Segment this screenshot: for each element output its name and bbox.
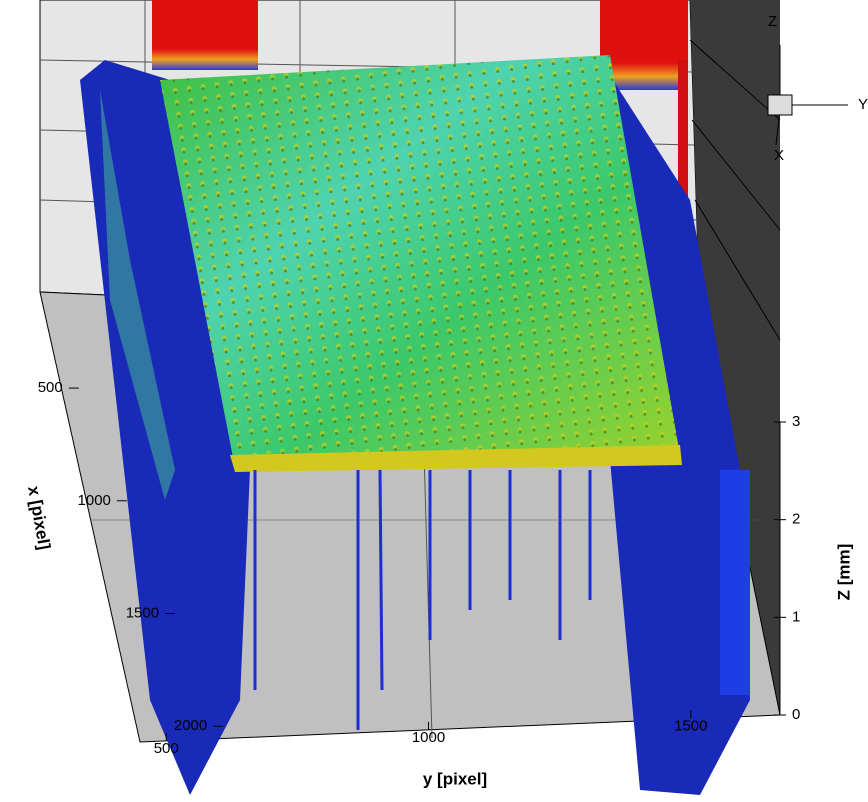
y-tick-label: 1500 xyxy=(674,718,707,735)
z-tick-label: 1 xyxy=(792,608,800,625)
x-tick-label: 1500 xyxy=(126,604,159,621)
y-axis-label: y [pixel] xyxy=(423,769,487,788)
z-tick-label: 3 xyxy=(792,413,800,430)
y-tick-label: 500 xyxy=(154,740,179,757)
y-tick-label: 1000 xyxy=(412,729,445,746)
triad-y: Y xyxy=(858,96,868,113)
orientation-triad: Z Y X xyxy=(767,13,868,164)
z-axis-label: Z [mm] xyxy=(834,544,853,601)
x-tick-label: 2000 xyxy=(174,717,207,734)
z-tick-label: 2 xyxy=(792,511,800,528)
triad-z: Z xyxy=(768,13,777,30)
x-axis-label: x [pixel] xyxy=(24,485,54,552)
ticks: 500 1000 1500 2000 500 1000 1500 0 1 2 3 xyxy=(38,379,801,757)
x-tick-label: 1000 xyxy=(78,492,111,509)
z-tick-label: 0 xyxy=(792,706,800,723)
triad-x: X xyxy=(774,147,784,164)
surface xyxy=(80,0,750,795)
x-tick-label: 500 xyxy=(38,379,63,396)
